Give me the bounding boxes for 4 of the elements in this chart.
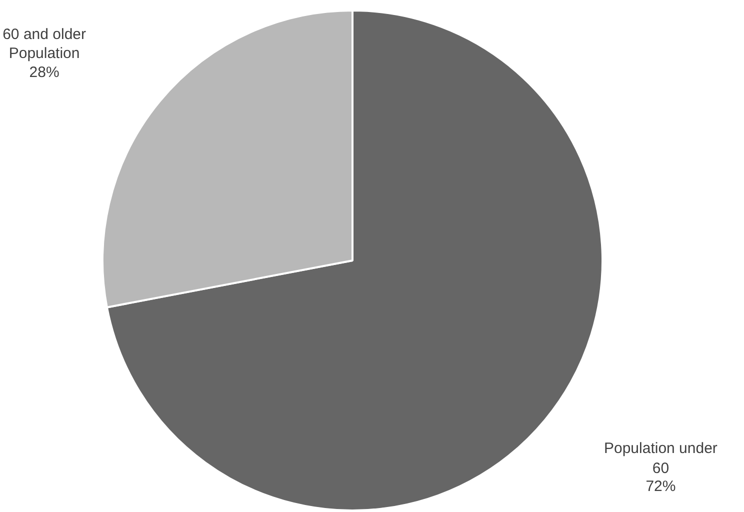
slice-label: 60 and older Population	[2, 26, 86, 62]
slice-label: Population under 60	[604, 440, 718, 478]
data-label: 72%	[646, 478, 676, 496]
data-label: 28%	[29, 64, 60, 81]
